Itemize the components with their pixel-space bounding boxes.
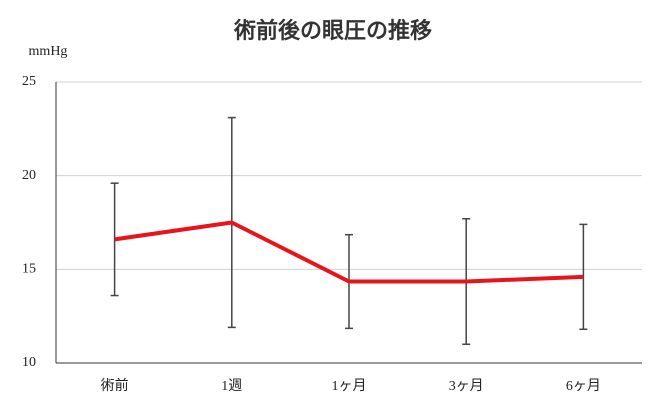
chart-title: 術前後の眼圧の推移 [233,18,432,43]
y-axis-label: mmHg [29,44,68,59]
x-tick-label: 1ヶ月 [332,378,367,394]
y-tick-label: 25 [22,74,36,89]
y-tick-label: 15 [22,262,36,277]
x-tick-label: 6ヶ月 [566,378,601,394]
y-tick-label: 10 [22,355,36,370]
x-tick-label: 術前 [101,377,129,394]
line [114,220,584,284]
y-tick-label: 20 [22,168,36,183]
x-tick-label: 3ヶ月 [449,378,484,394]
x-tick-label: 1週 [221,378,242,394]
